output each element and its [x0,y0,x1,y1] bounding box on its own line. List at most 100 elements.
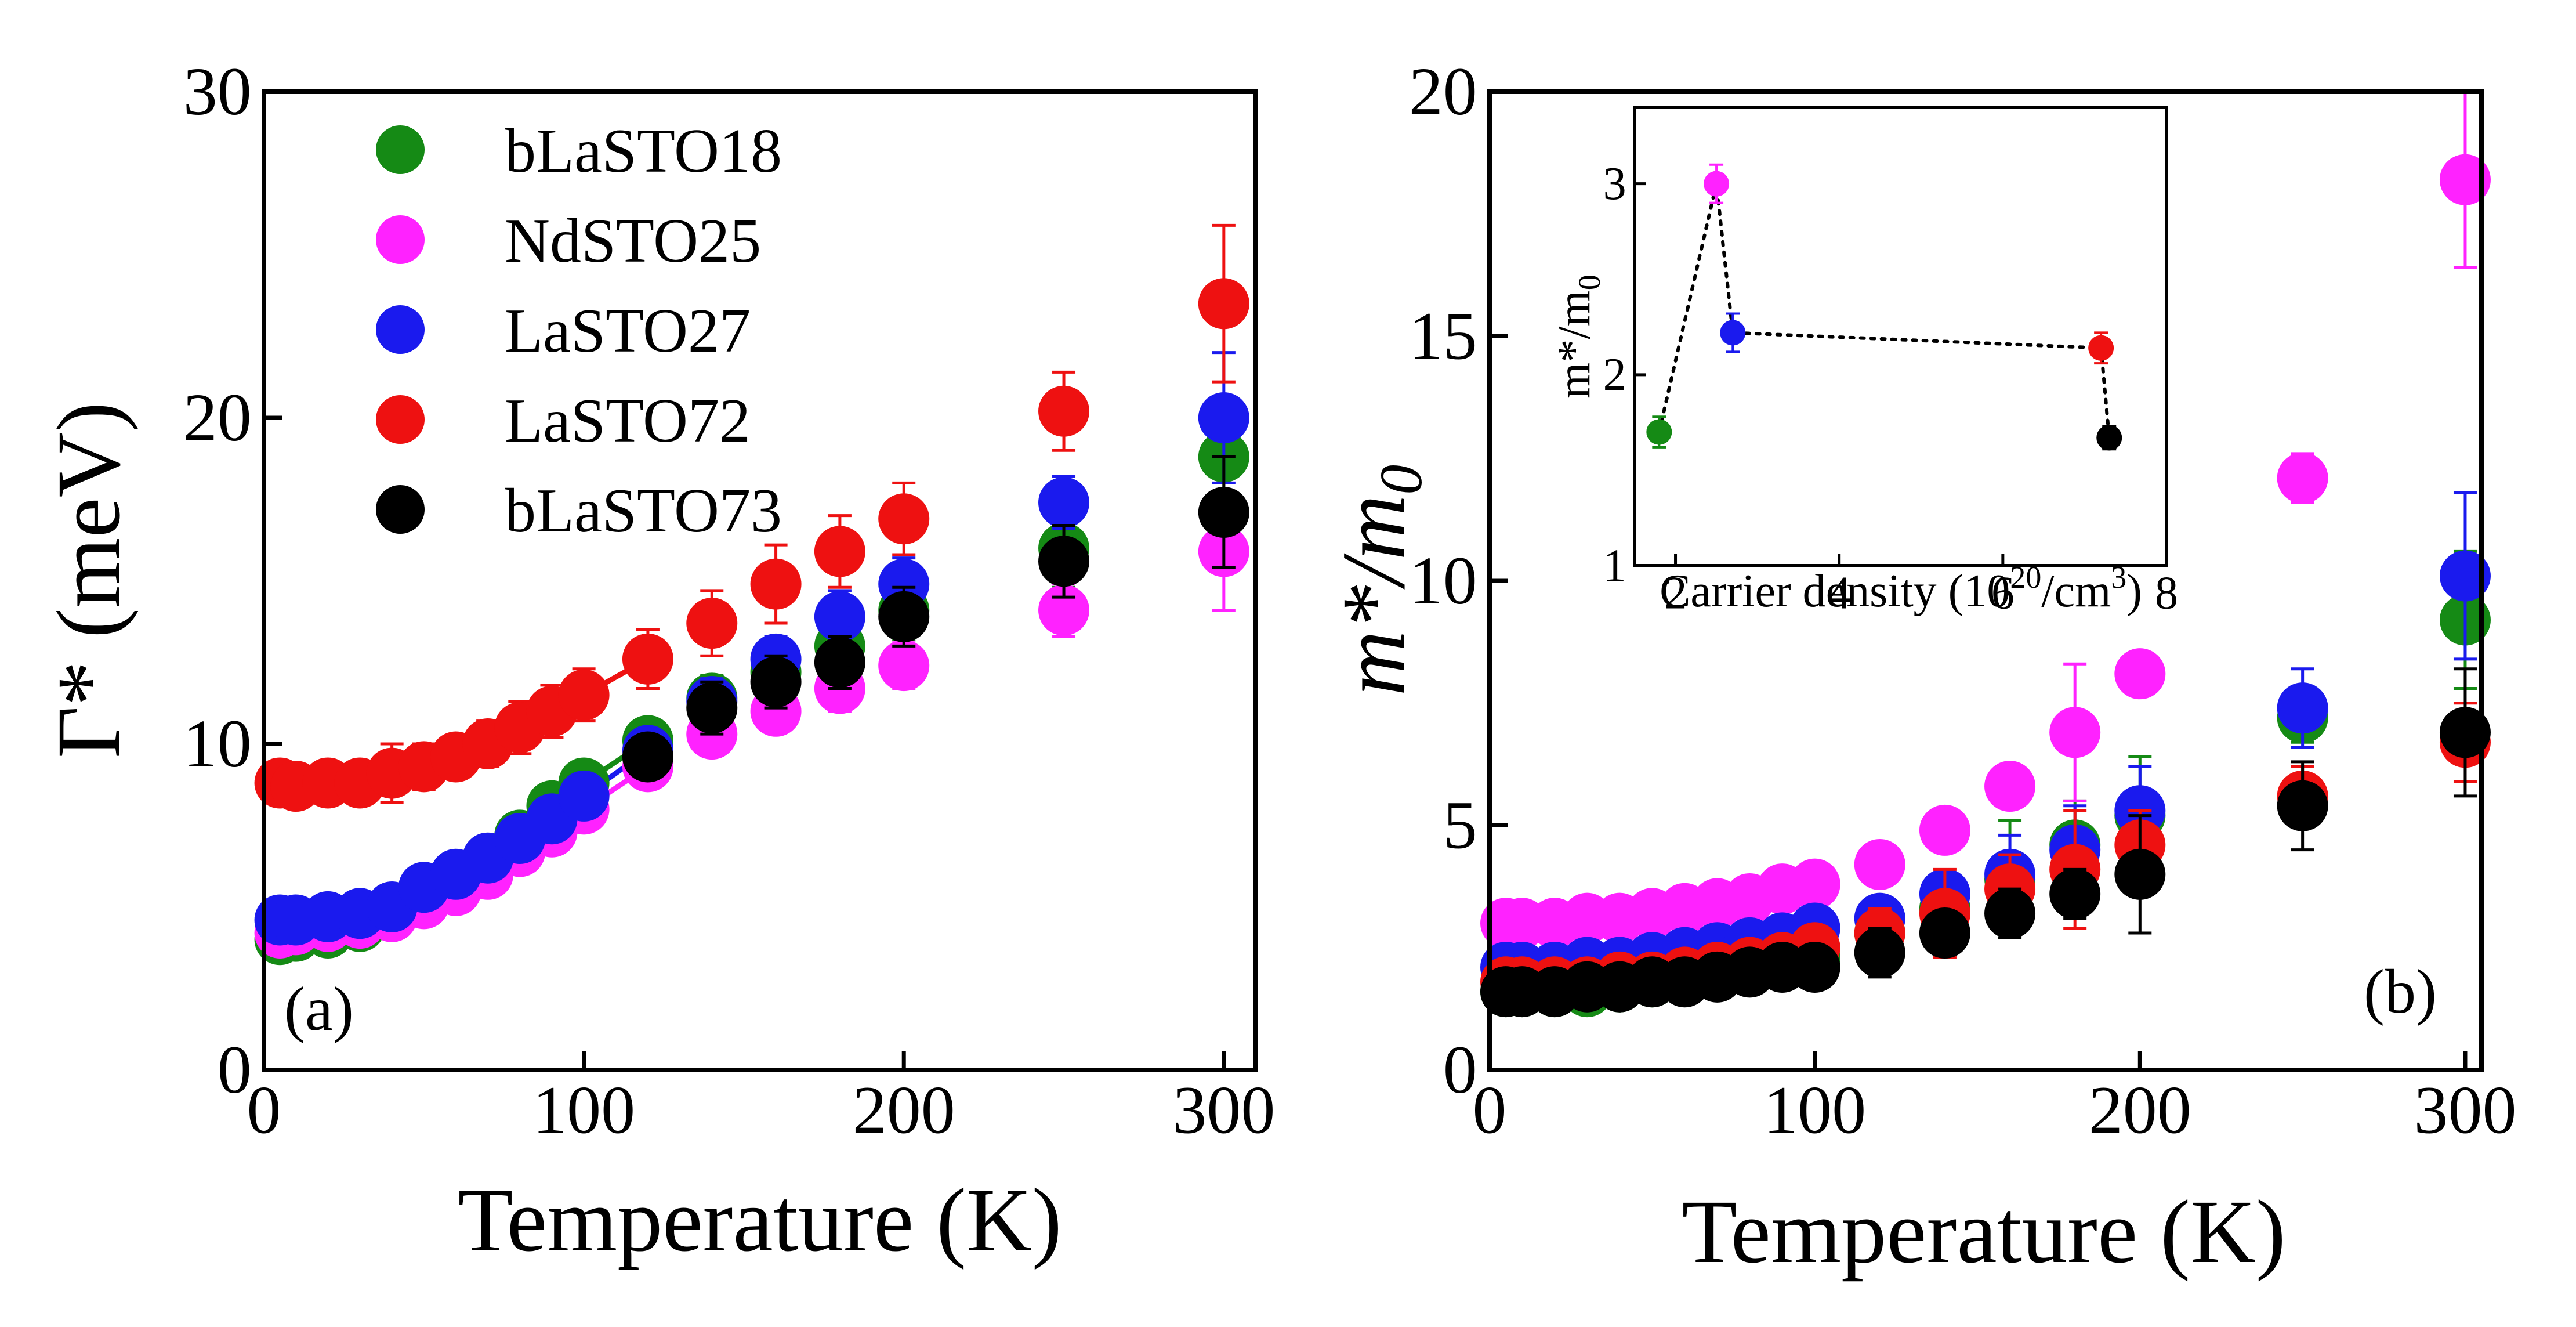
point-blasto73 [1854,927,1905,978]
panel-b-x-tick-label: 300 [2414,1072,2516,1148]
point-lasto27 [1720,320,1746,346]
point-lasto72 [814,526,865,577]
inset-frame [1633,106,2168,567]
point-blasto73 [2096,425,2122,451]
point-lasto27 [2277,682,2328,734]
point-blasto73 [1984,888,2036,939]
point-lasto72 [558,669,610,721]
point-blasto73 [2114,848,2166,900]
panel-a-y-tick-label: 20 [183,379,252,455]
point-ndsto25 [878,640,930,692]
point-blasto73 [1789,941,1840,993]
panel-a-legend: bLaSTO18 NdSTO25 LaSTO27 LaSTO72 bLaSTO73 [376,117,782,545]
panel-b-data-layer [1480,90,2491,1018]
panel-a-data-layer [254,223,1249,966]
legend-label-lasto27: LaSTO27 [505,297,751,366]
legend-label-blasto73: bLaSTO73 [505,476,782,545]
inset-y-tick-label: 3 [1603,158,1626,209]
point-lasto72 [622,633,673,685]
panel-b-y-axis-label: m*/m0 [1323,465,1434,696]
panel-a-x-tick-label: 0 [247,1072,281,1148]
panel-a-y-tick-label: 30 [183,53,252,129]
point-blasto73 [2049,868,2101,920]
inset-y-axis-label: m*/m0 [1549,274,1607,399]
panel-a-x-tick-label: 200 [853,1072,955,1148]
point-ndsto25 [1789,858,1840,910]
inset-x-axis-label: Carrier density (1020/cm3) [1660,560,2142,617]
legend-marker-ndsto25 [376,215,425,264]
point-lasto27 [2439,550,2491,602]
inset-x-tick-label: 4 [1828,568,1851,619]
inset-x-label-sup2: 3 [2111,560,2126,595]
panel-a-label: (a) [284,975,354,1044]
panel-a-x-tick-label: 300 [1172,1072,1275,1148]
point-lasto72 [878,493,930,545]
panel-a-y-tick-label: 0 [218,1032,252,1108]
point-lasto72 [1198,278,1249,330]
point-lasto27 [558,770,610,822]
panel-b-x-tick-label: 200 [2089,1072,2191,1148]
point-lasto72 [2088,335,2114,361]
point-ndsto25 [1704,171,1730,197]
panel-b-y-tick-label: 10 [1409,543,1477,619]
point-blasto18 [1646,419,1672,445]
point-lasto72 [750,558,802,610]
inset-dotted-line [1657,183,2111,440]
inset-y-label-sub: 0 [1572,274,1607,290]
point-ndsto25 [1984,761,2036,812]
inset-y-tick-label: 1 [1603,540,1626,591]
inset-x-label-sup1: 20 [2010,560,2041,595]
panel-a-ticks: 0 100 200 300 0 10 20 30 [183,53,1276,1148]
point-blasto73 [814,637,865,688]
panel-a-y-tick-label: 10 [183,706,252,782]
legend-marker-lasto27 [376,305,425,354]
inset-data-layer [1646,163,2122,451]
point-ndsto25 [2114,648,2166,700]
point-lasto27 [1038,477,1090,529]
point-blasto73 [750,656,802,708]
panel-b-x-tick-label: 0 [1473,1072,1507,1148]
panel-a-frame [262,89,1258,1072]
legend-label-ndsto25: NdSTO25 [505,207,761,276]
point-ndsto25 [2049,707,2101,758]
panel-a-y-axis-label: Γ* (meV) [38,402,139,758]
inset-y-label-main: m*/m [1549,290,1600,399]
inset-x-label-part3: ) [2126,566,2142,617]
panel-b-x-tick-label: 100 [1763,1072,1866,1148]
inset-x-tick-label: 2 [1664,568,1687,619]
point-lasto27 [814,591,865,642]
inset-x-tick-label: 8 [2155,568,2178,619]
point-ndsto25 [1854,838,1905,890]
point-blasto73 [878,591,930,642]
legend-marker-blasto73 [376,485,425,534]
point-ndsto25 [1919,804,1970,856]
legend-marker-lasto72 [376,395,425,444]
point-blasto73 [1198,486,1249,538]
inset-x-label-part2: /cm [2041,566,2111,617]
point-ndsto25 [2277,452,2328,504]
panel-a-x-axis-label: Temperature (K) [458,1170,1062,1270]
point-blasto73 [2439,707,2491,758]
panel-b-y-tick-label: 15 [1409,298,1477,374]
legend-label-blasto18: bLaSTO18 [505,117,782,186]
panel-b-y-axis-label-sub: 0 [1368,465,1434,495]
panel-b-y-axis-label-main: m*/m [1323,495,1423,696]
inset-y-tick-label: 2 [1603,349,1626,400]
point-blasto73 [2277,780,2328,831]
panel-b-y-tick-label: 0 [1443,1032,1477,1108]
panel-a-chart: 0 100 200 300 0 10 20 30 bLaSTO18 NdSTO25 LaSTO27… [38,53,1275,1270]
point-blasto73 [622,731,673,783]
panel-a-x-tick-label: 100 [532,1072,635,1148]
panel-b-label: (b) [2364,957,2437,1026]
panel-b-y-tick-label: 5 [1443,787,1477,863]
legend-label-lasto72: LaSTO72 [505,386,751,455]
point-lasto72 [1038,385,1090,437]
legend-marker-blasto18 [376,125,425,174]
point-blasto73 [1038,536,1090,587]
point-blasto73 [686,682,738,734]
point-lasto27 [1198,392,1249,443]
